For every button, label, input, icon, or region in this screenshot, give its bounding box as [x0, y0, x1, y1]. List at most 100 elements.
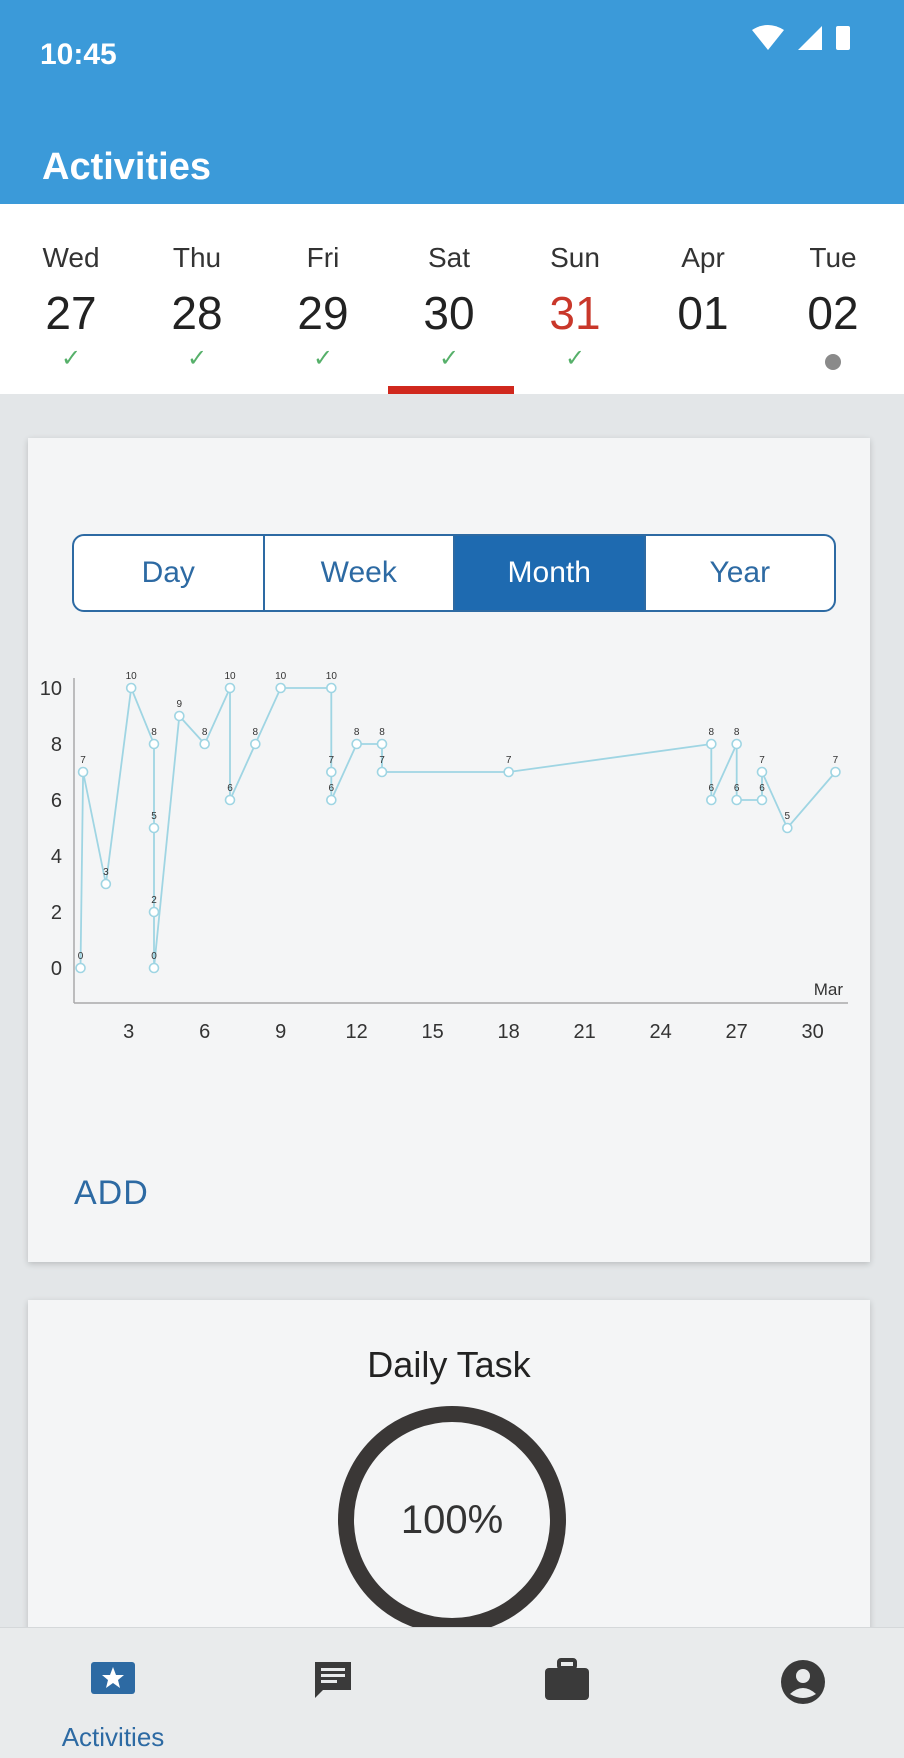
day-number: 02: [807, 287, 859, 339]
data-point: [706, 794, 717, 806]
data-label: 7: [833, 755, 839, 766]
data-point: [756, 794, 768, 806]
nav-messages[interactable]: [220, 1628, 446, 1758]
day-name: Tue: [809, 242, 857, 273]
daily-task-title: Daily Task: [367, 1344, 531, 1385]
progress-ring: 100%: [338, 1406, 566, 1634]
x-tick-label: 21: [574, 1021, 596, 1043]
y-tick-label: 2: [51, 902, 62, 924]
data-point: [125, 682, 137, 694]
day-name: Sun: [550, 242, 600, 273]
tab-week[interactable]: Week: [265, 536, 455, 610]
y-tick-label: 6: [51, 790, 62, 812]
chat-icon: [311, 1658, 355, 1707]
account-circle-icon: [779, 1658, 827, 1711]
day-apr-01[interactable]: Apr 01: [640, 204, 766, 394]
nav-work[interactable]: [454, 1628, 680, 1758]
x-tick-label: 24: [650, 1021, 672, 1043]
data-point: [174, 710, 185, 722]
status-icons: [748, 20, 868, 65]
data-label: 8: [202, 727, 208, 738]
check-icon: ✓: [564, 345, 586, 372]
date-strip: Wed 27 ✓ Thu 28 ✓ Fri 29 ✓ Sat 30 ✓ Sun …: [0, 204, 904, 394]
app-bar: Activities: [0, 120, 904, 204]
check-icon: ✓: [60, 345, 82, 372]
day-number: 31: [549, 287, 601, 339]
data-point: [148, 738, 160, 750]
data-point: [376, 738, 388, 750]
data-label: 8: [354, 727, 360, 738]
data-label: 8: [151, 727, 157, 738]
day-name: Fri: [306, 242, 340, 273]
range-selector: Day Week Month Year: [72, 534, 836, 612]
day-tue-02[interactable]: Tue 02: [770, 204, 896, 394]
day-wed-27[interactable]: Wed 27 ✓: [8, 204, 134, 394]
data-point: [326, 682, 337, 694]
x-tick-label: 6: [199, 1021, 210, 1043]
data-point: [199, 738, 210, 750]
data-label: 10: [275, 671, 287, 682]
data-label: 8: [379, 727, 385, 738]
battery-icon: [836, 26, 850, 50]
day-sat-30[interactable]: Sat 30 ✓: [386, 204, 512, 394]
day-thu-28[interactable]: Thu 28 ✓: [134, 204, 260, 394]
day-name: Apr: [681, 242, 725, 273]
selected-day-indicator: [388, 386, 514, 394]
data-point: [756, 766, 768, 778]
bottom-navigation: Activities: [0, 1627, 904, 1758]
day-name: Sat: [427, 242, 471, 273]
x-tick-label: 9: [275, 1021, 286, 1043]
progress-percent: 100%: [400, 1498, 504, 1542]
y-tick-label: 8: [51, 734, 62, 756]
data-label: 0: [151, 951, 157, 962]
pending-dot-icon: [825, 354, 841, 370]
nav-activities[interactable]: Activities: [0, 1628, 226, 1758]
data-label: 6: [734, 783, 740, 794]
data-label: 5: [151, 811, 157, 822]
data-point: [275, 682, 286, 694]
day-name: Thu: [172, 242, 222, 273]
data-point: [75, 962, 86, 974]
day-fri-29[interactable]: Fri 29 ✓: [260, 204, 386, 394]
y-tick-label: 4: [51, 846, 62, 868]
x-tick-label: 27: [726, 1021, 748, 1043]
check-icon: ✓: [186, 345, 208, 372]
data-label: 7: [80, 755, 86, 766]
day-number: 29: [297, 287, 349, 339]
data-point: [503, 766, 514, 778]
data-label: 0: [78, 951, 84, 962]
day-sun-31[interactable]: Sun 31 ✓: [512, 204, 638, 394]
data-point: [148, 962, 160, 974]
check-icon: ✓: [438, 345, 460, 372]
data-label: 7: [759, 755, 765, 766]
data-point: [326, 794, 337, 806]
nav-profile[interactable]: [690, 1628, 904, 1758]
series-line: [79, 684, 837, 969]
signal-icon: [798, 26, 822, 50]
day-number: 30: [423, 287, 475, 339]
x-tick-label: 30: [802, 1021, 824, 1043]
data-label: 6: [329, 783, 335, 794]
data-point: [224, 682, 236, 694]
data-label: 10: [224, 671, 236, 682]
status-bar: 10:45: [0, 0, 904, 120]
data-point: [706, 738, 717, 750]
data-point: [782, 822, 793, 834]
y-tick-label: 0: [51, 958, 62, 980]
data-point: [376, 766, 388, 778]
tab-day[interactable]: Day: [74, 536, 265, 610]
data-point: [224, 794, 236, 806]
star-badge-icon: [91, 1658, 135, 1703]
data-label: 6: [759, 783, 765, 794]
data-label: 10: [126, 671, 138, 682]
day-number: 01: [677, 287, 729, 339]
data-label: 9: [177, 699, 183, 710]
tab-month[interactable]: Month: [455, 536, 646, 610]
add-button[interactable]: ADD: [74, 1174, 149, 1212]
tab-year[interactable]: Year: [709, 556, 771, 589]
page-title: Activities: [42, 146, 211, 188]
data-label: 6: [709, 783, 715, 794]
data-label: 10: [326, 671, 338, 682]
data-label: 8: [253, 727, 259, 738]
